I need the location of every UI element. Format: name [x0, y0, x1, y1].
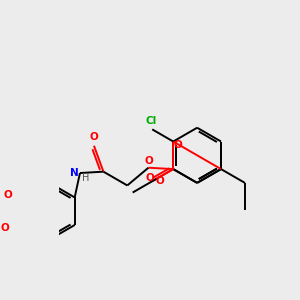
- Text: H: H: [82, 173, 89, 183]
- Text: O: O: [146, 173, 154, 183]
- Text: N: N: [70, 168, 79, 178]
- Text: O: O: [1, 223, 9, 233]
- Text: O: O: [156, 176, 165, 186]
- Text: O: O: [144, 156, 153, 166]
- Text: O: O: [3, 190, 12, 200]
- Text: O: O: [90, 132, 98, 142]
- Text: Cl: Cl: [146, 116, 157, 126]
- Text: O: O: [173, 140, 182, 150]
